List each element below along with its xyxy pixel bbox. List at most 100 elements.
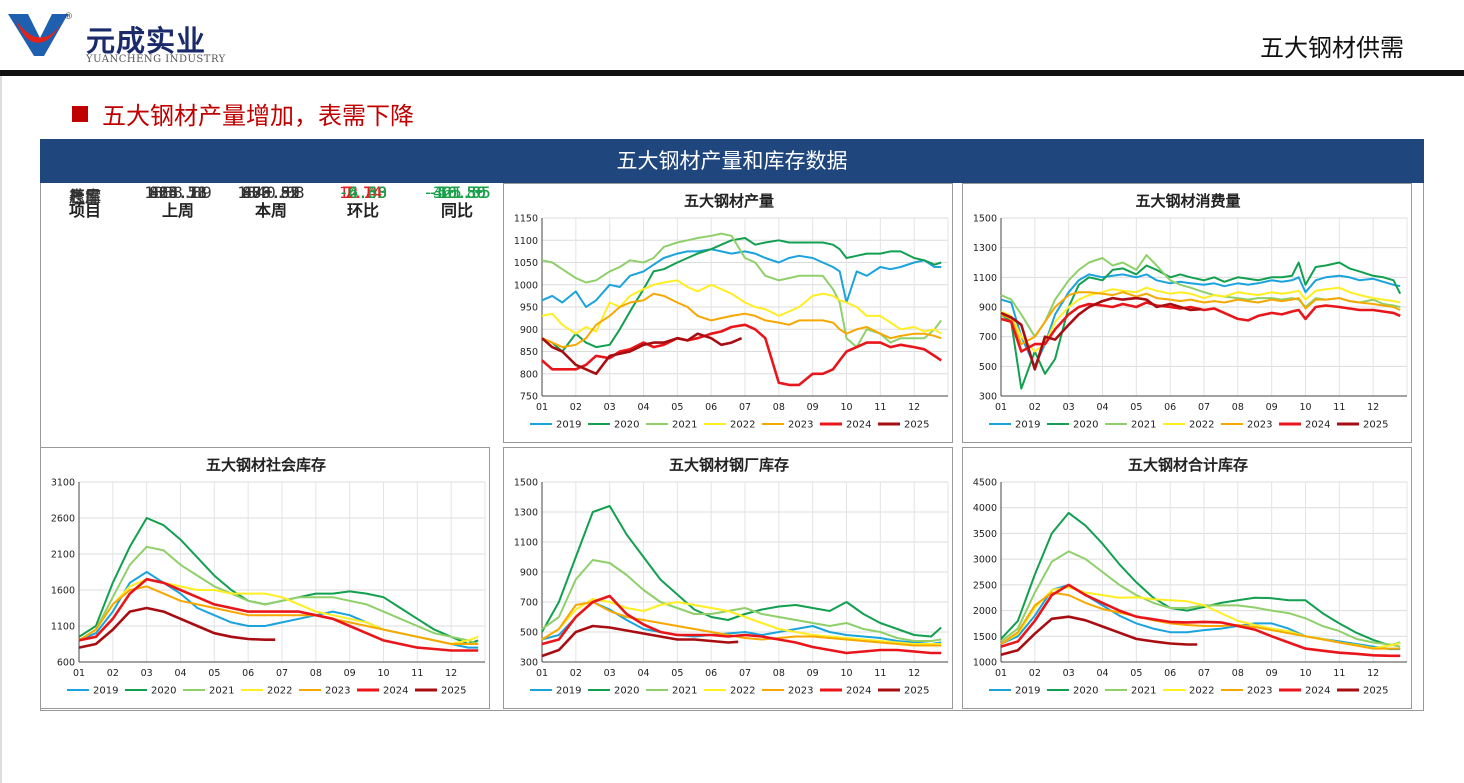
table-cell-curr: 1340.03 (237, 183, 305, 202)
y-tick-label: 1100 (514, 538, 538, 549)
series-line-2023 (78, 585, 479, 645)
series-line-2025 (1000, 296, 1201, 371)
x-tick-label: 02 (107, 668, 119, 679)
x-tick-label: 11 (1333, 668, 1345, 679)
x-tick-label: 05 (208, 668, 220, 679)
legend-label: 2022 (1189, 686, 1214, 697)
y-tick-label: 1300 (973, 243, 997, 254)
x-tick-label: 10 (1299, 402, 1311, 413)
table-cell-label: 厂库 (68, 187, 101, 206)
legend-label: 2024 (1305, 686, 1330, 697)
series-line-2023 (541, 292, 942, 349)
x-tick-label: 04 (1096, 402, 1108, 413)
legend-label: 2020 (151, 686, 176, 697)
series-line-2025 (541, 332, 743, 376)
table-cell-wow: -4.33 (338, 183, 388, 202)
y-tick-label: 1000 (514, 280, 538, 291)
y-tick-label: 300 (520, 658, 538, 669)
series-line-2020 (1000, 261, 1402, 390)
chart-title: 五大钢材社会库存 (206, 456, 326, 474)
x-tick-label: 12 (908, 402, 920, 413)
x-tick-label: 01 (73, 668, 85, 679)
x-tick-label: 04 (174, 668, 186, 679)
x-tick-label: 05 (671, 402, 683, 413)
series-line-2024 (541, 594, 942, 655)
x-tick-label: 11 (1333, 402, 1345, 413)
legend-label: 2022 (267, 686, 292, 697)
table-row (40, 236, 498, 276)
x-tick-label: 03 (1063, 402, 1075, 413)
series-line-2023 (541, 601, 942, 647)
section-title: 五大钢材产量增加，表需下降 (102, 102, 414, 130)
series-line-2019 (541, 248, 942, 308)
y-tick-label: 1100 (973, 273, 997, 284)
series-line-2020 (1000, 511, 1401, 647)
left-border (0, 76, 2, 783)
table-header-cell: 环比 (346, 201, 379, 220)
x-tick-label: 03 (1063, 668, 1075, 679)
logo-mark-icon (8, 14, 68, 56)
y-tick-label: 900 (979, 303, 997, 314)
legend-label: 2021 (1131, 686, 1156, 697)
legend-label: 2023 (788, 420, 813, 431)
legend-label: 2020 (614, 686, 639, 697)
x-tick-label: 01 (536, 668, 548, 679)
logo-text: 元成实业 (86, 24, 207, 58)
x-tick-label: 09 (1266, 668, 1278, 679)
table-cell-wow: 12.48 (338, 183, 388, 202)
table-cell-wow: 1.14 (343, 183, 383, 202)
y-tick-label: 1500 (973, 214, 997, 225)
y-tick-label: 750 (520, 392, 538, 403)
x-tick-label: 09 (1266, 402, 1278, 413)
legend-label: 2024 (383, 686, 408, 697)
x-tick-label: 06 (242, 668, 254, 679)
banner-title: 五大钢材产量和库存数据 (40, 139, 1424, 183)
table-cell-curr: 880.99 (242, 183, 300, 202)
y-tick-label: 1100 (514, 236, 538, 247)
y-tick-label: 3000 (973, 555, 997, 566)
y-tick-label: 1500 (973, 632, 997, 643)
header: ® 元成实业 YUANCHENG INDUSTRY 五大钢材供需 (0, 0, 1464, 70)
y-tick-label: 1000 (973, 658, 997, 669)
y-tick-label: 2500 (973, 580, 997, 591)
x-tick-label: 10 (840, 402, 852, 413)
table-cell-prev: 913.11 (149, 183, 207, 202)
series-line-2019 (1000, 273, 1401, 368)
chart-title: 五大钢材合计库存 (1128, 456, 1248, 474)
y-tick-label: 1050 (514, 258, 538, 269)
page-title: 五大钢材供需 (1260, 34, 1404, 62)
x-tick-label: 05 (1130, 668, 1142, 679)
legend-label: 2019 (93, 686, 118, 697)
series-line-2021 (541, 559, 942, 642)
chart-social-inventory: 五大钢材社会库存 600 1100 1600 2100 2600 3100 01 02 03 04 0… (40, 447, 490, 709)
x-tick-label: 08 (1232, 668, 1244, 679)
legend-label: 2023 (1247, 420, 1272, 431)
x-tick-label: 09 (344, 668, 356, 679)
legend-label: 2022 (730, 686, 755, 697)
x-tick-label: 12 (445, 668, 457, 679)
x-tick-label: 01 (995, 668, 1007, 679)
x-tick-label: 10 (377, 668, 389, 679)
table-row (40, 324, 498, 364)
bullet-square-icon (72, 106, 88, 122)
table-header-cell: 项目 (68, 201, 101, 220)
table-cell-yoy: -421.55 (423, 183, 491, 202)
series-line-2023 (1000, 291, 1401, 346)
chart-mill-inventory: 五大钢材钢厂库存 300 500 700 900 1100 1300 1500 01 02 03 04… (503, 447, 953, 709)
legend-label: 2025 (441, 686, 466, 697)
legend-label: 2024 (846, 420, 871, 431)
legend-label: 2023 (1247, 686, 1272, 697)
y-tick-label: 700 (979, 332, 997, 343)
total-inventory-chart-svg: 五大钢材合计库存 1000 1500 2000 2500 3000 3500 4000 4500… (973, 456, 1408, 697)
table-cell-yoy: -16.86 (428, 183, 486, 202)
legend-label: 2021 (672, 686, 697, 697)
x-tick-label: 12 (1367, 668, 1379, 679)
table-cell-wow: 7.74 (343, 183, 383, 202)
y-tick-label: 900 (520, 325, 538, 336)
x-tick-label: 08 (310, 668, 322, 679)
x-tick-label: 03 (141, 668, 153, 679)
x-tick-label: 08 (773, 402, 785, 413)
summary-table: 项目 上周 本周 环比 同比 产量 868.51 880.99 12.48 -10.50… (40, 183, 498, 443)
table-cell-prev: 868.51 (149, 183, 207, 202)
chart-title: 五大钢材钢厂库存 (669, 456, 789, 474)
